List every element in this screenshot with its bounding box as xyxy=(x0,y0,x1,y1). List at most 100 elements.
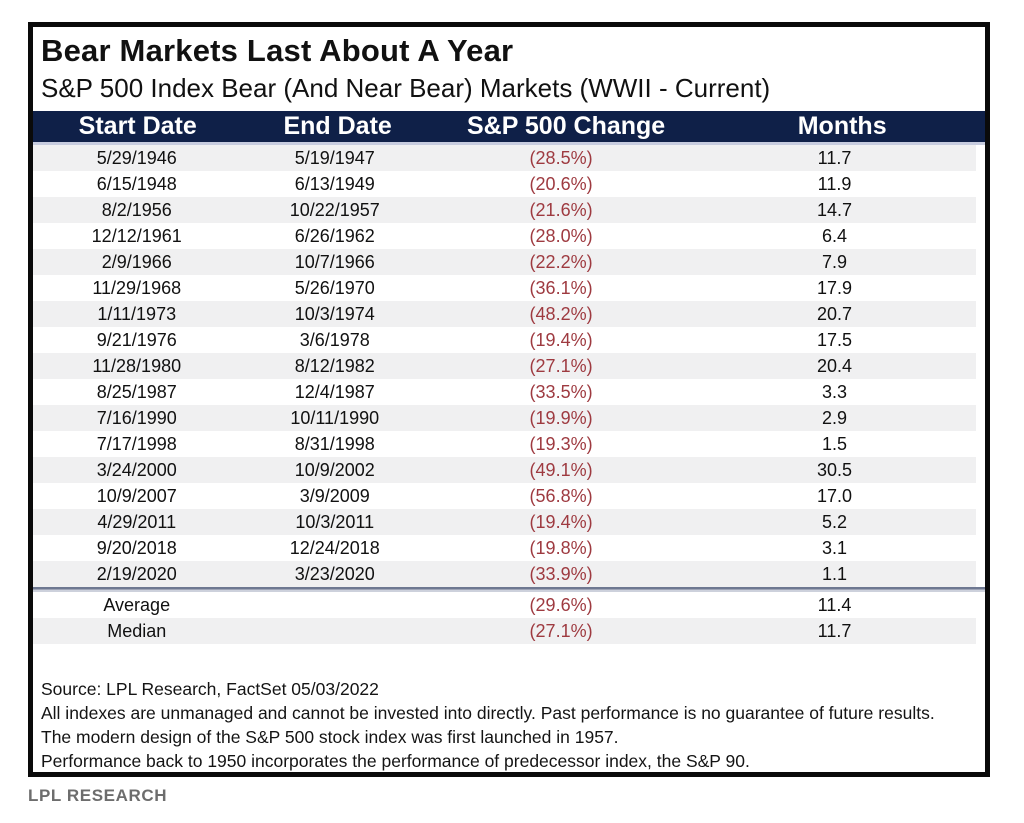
table-row: 9/21/1976 3/6/1978 (19.4%) 17.5 xyxy=(33,327,976,353)
start-date-cell: 10/9/2007 xyxy=(96,485,177,506)
change-cell: (29.6%) xyxy=(529,594,593,615)
column-header-months: Months xyxy=(797,112,887,140)
start-date-cell: 2/19/2020 xyxy=(96,563,177,584)
months-cell: 7.9 xyxy=(822,251,848,272)
start-date-cell: 9/20/2018 xyxy=(96,537,177,558)
start-date-cell: 3/24/2000 xyxy=(96,459,177,480)
table-row: 8/25/1987 12/4/1987 (33.5%) 3.3 xyxy=(33,379,976,405)
end-date-cell: 3/23/2020 xyxy=(294,563,375,584)
change-cell: (19.9%) xyxy=(529,407,593,428)
end-date-cell: 8/12/1982 xyxy=(294,355,375,376)
table-row: 10/9/2007 3/9/2009 (56.8%) 17.0 xyxy=(33,483,976,509)
table-row: 3/24/2000 10/9/2002 (49.1%) 30.5 xyxy=(33,457,976,483)
end-date-cell: 10/9/2002 xyxy=(294,459,375,480)
months-cell: 17.9 xyxy=(817,277,853,298)
page-subtitle: S&P 500 Index Bear (And Near Bear) Marke… xyxy=(41,73,771,103)
change-cell: (28.5%) xyxy=(529,147,593,168)
change-cell: (28.0%) xyxy=(529,225,593,246)
table-row: 9/20/2018 12/24/2018 (19.8%) 3.1 xyxy=(33,535,976,561)
predecessor-index-note: Performance back to 1950 incorporates th… xyxy=(41,751,750,771)
end-date-cell: 12/4/1987 xyxy=(294,381,375,402)
disclaimer-note: All indexes are unmanaged and cannot be … xyxy=(41,703,935,723)
months-cell: 2.9 xyxy=(822,407,848,428)
end-date-cell: 10/3/1974 xyxy=(294,303,375,324)
start-date-cell: 7/16/1990 xyxy=(96,407,177,428)
months-cell: 5.2 xyxy=(822,511,848,532)
table-row: 4/29/2011 10/3/2011 (19.4%) 5.2 xyxy=(33,509,976,535)
months-cell: 1.5 xyxy=(822,433,848,454)
start-date-cell: 2/9/1966 xyxy=(101,251,172,272)
page-title: Bear Markets Last About A Year xyxy=(41,33,514,68)
change-cell: (20.6%) xyxy=(529,173,593,194)
months-cell: 1.1 xyxy=(822,563,848,584)
end-date-cell: 5/26/1970 xyxy=(294,277,375,298)
change-cell: (56.8%) xyxy=(529,485,593,506)
table-card: Bear Markets Last About A Year S&P 500 I… xyxy=(28,22,990,777)
end-date-cell: 12/24/2018 xyxy=(289,537,380,558)
summary-label: Average xyxy=(103,594,171,615)
change-cell: (48.2%) xyxy=(529,303,593,324)
table-row: 1/11/1973 10/3/1974 (48.2%) 20.7 xyxy=(33,301,976,327)
start-date-cell: 11/28/1980 xyxy=(92,355,182,376)
months-cell: 11.9 xyxy=(817,173,852,194)
end-date-cell: 10/22/1957 xyxy=(289,199,380,220)
start-date-cell: 4/29/2011 xyxy=(97,511,177,532)
change-cell: (19.4%) xyxy=(529,511,593,532)
change-cell: (27.1%) xyxy=(529,620,593,641)
table-row: 6/15/1948 6/13/1949 (20.6%) 11.9 xyxy=(33,171,976,197)
start-date-cell: 5/29/1946 xyxy=(96,147,177,168)
months-cell: 20.7 xyxy=(817,303,853,324)
change-cell: (27.1%) xyxy=(529,355,593,376)
summary-row-median: Median (27.1%) 11.7 xyxy=(33,618,976,644)
table-row: 11/29/1968 5/26/1970 (36.1%) 17.9 xyxy=(33,275,976,301)
start-date-cell: 1/11/1973 xyxy=(97,303,177,324)
change-cell: (19.4%) xyxy=(529,329,593,350)
end-date-cell: 8/31/1998 xyxy=(294,433,375,454)
end-date-cell: 3/9/2009 xyxy=(299,485,370,506)
end-date-cell: 10/11/1990 xyxy=(290,407,380,428)
table-row: 7/16/1990 10/11/1990 (19.9%) 2.9 xyxy=(33,405,976,431)
months-cell: 11.7 xyxy=(817,147,852,168)
table-row: 2/19/2020 3/23/2020 (33.9%) 1.1 xyxy=(33,561,976,587)
months-cell: 17.5 xyxy=(817,329,853,350)
summary-divider xyxy=(33,587,985,592)
change-cell: (33.9%) xyxy=(529,563,593,584)
months-cell: 20.4 xyxy=(817,355,853,376)
source-note: Source: LPL Research, FactSet 05/03/2022 xyxy=(41,679,379,699)
months-cell: 6.4 xyxy=(822,225,848,246)
column-header-end-date: End Date xyxy=(283,112,392,140)
start-date-cell: 9/21/1976 xyxy=(96,329,177,350)
lpl-research-logo-text: LPL RESEARCH xyxy=(28,786,168,805)
column-header-sp500-change: S&P 500 Change xyxy=(466,112,666,140)
change-cell: (36.1%) xyxy=(529,277,593,298)
start-date-cell: 8/2/1956 xyxy=(101,199,172,220)
table-row: 12/12/1961 6/26/1962 (28.0%) 6.4 xyxy=(33,223,976,249)
months-cell: 11.7 xyxy=(817,620,852,641)
table-row: 11/28/1980 8/12/1982 (27.1%) 20.4 xyxy=(33,353,976,379)
change-cell: (22.2%) xyxy=(529,251,593,272)
index-design-note: The modern design of the S&P 500 stock i… xyxy=(41,727,619,747)
end-date-cell: 3/6/1978 xyxy=(299,329,370,350)
end-date-cell: 5/19/1947 xyxy=(294,147,375,168)
months-cell: 3.3 xyxy=(822,381,848,402)
start-date-cell: 12/12/1961 xyxy=(91,225,182,246)
change-cell: (19.3%) xyxy=(529,433,593,454)
table-row: 8/2/1956 10/22/1957 (21.6%) 14.7 xyxy=(33,197,976,223)
start-date-cell: 8/25/1987 xyxy=(96,381,177,402)
end-date-cell: 10/7/1966 xyxy=(294,251,375,272)
end-date-cell: 10/3/2011 xyxy=(295,511,375,532)
end-date-cell: 6/13/1949 xyxy=(294,173,375,194)
end-date-cell: 6/26/1962 xyxy=(294,225,375,246)
months-cell: 14.7 xyxy=(817,199,853,220)
change-cell: (19.8%) xyxy=(529,537,593,558)
table-row: 7/17/1998 8/31/1998 (19.3%) 1.5 xyxy=(33,431,976,457)
change-cell: (33.5%) xyxy=(529,381,593,402)
footnotes: Source: LPL Research, FactSet 05/03/2022… xyxy=(33,677,985,772)
table-row: 5/29/1946 5/19/1947 (28.5%) 11.7 xyxy=(33,145,976,171)
months-cell: 11.4 xyxy=(817,594,852,615)
start-date-cell: 11/29/1968 xyxy=(92,277,182,298)
column-header-start-date: Start Date xyxy=(78,112,197,140)
start-date-cell: 7/17/1998 xyxy=(96,433,177,454)
table-row: 2/9/1966 10/7/1966 (22.2%) 7.9 xyxy=(33,249,976,275)
